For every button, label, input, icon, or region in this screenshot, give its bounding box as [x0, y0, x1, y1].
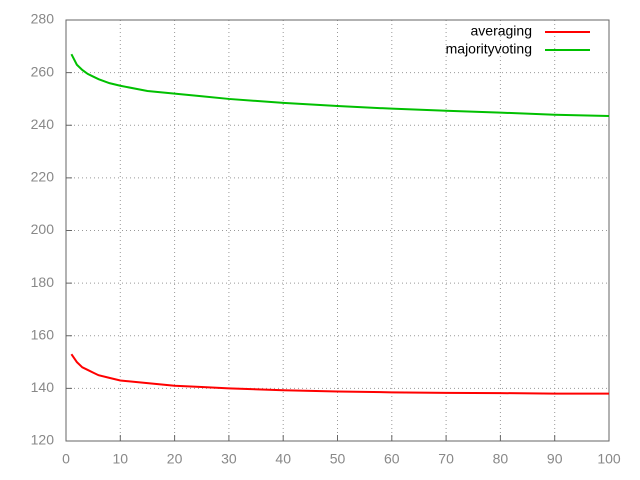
- y-tick-label: 220: [31, 169, 55, 185]
- x-tick-label: 70: [438, 451, 454, 467]
- series-line: [70, 53, 610, 118]
- legend-label: averaging: [471, 23, 533, 39]
- x-tick-label: 0: [62, 451, 70, 467]
- x-tick-label: 50: [330, 451, 346, 467]
- y-tick-label: 260: [31, 63, 55, 79]
- x-tick-label: 40: [275, 451, 291, 467]
- x-tick-label: 30: [221, 451, 237, 467]
- x-tick-label: 60: [384, 451, 400, 467]
- y-tick-label: 180: [31, 274, 55, 290]
- x-tick-label: 10: [113, 451, 129, 467]
- y-tick-label: 280: [31, 11, 55, 27]
- y-tick-label: 240: [31, 116, 55, 132]
- x-tick-label: 80: [493, 451, 509, 467]
- plot-border: [65, 19, 610, 442]
- y-tick-label: 160: [31, 326, 55, 342]
- x-tick-label: 100: [597, 451, 621, 467]
- y-tick-label: 120: [31, 432, 55, 448]
- x-tick-label: 90: [547, 451, 563, 467]
- y-tick-label: 200: [31, 221, 55, 237]
- legend-label: majorityvoting: [446, 41, 532, 57]
- series-line: [70, 353, 609, 395]
- y-tick-label: 140: [31, 379, 55, 395]
- x-tick-label: 20: [167, 451, 183, 467]
